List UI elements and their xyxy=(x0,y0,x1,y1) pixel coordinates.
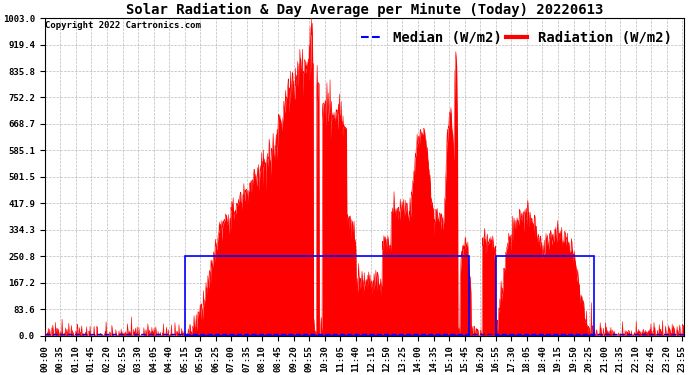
Title: Solar Radiation & Day Average per Minute (Today) 20220613: Solar Radiation & Day Average per Minute… xyxy=(126,3,603,17)
Bar xyxy=(496,256,593,336)
Bar xyxy=(185,256,469,336)
Text: Copyright 2022 Cartronics.com: Copyright 2022 Cartronics.com xyxy=(46,21,201,30)
Legend: Median (W/m2), Radiation (W/m2): Median (W/m2), Radiation (W/m2) xyxy=(355,25,678,50)
